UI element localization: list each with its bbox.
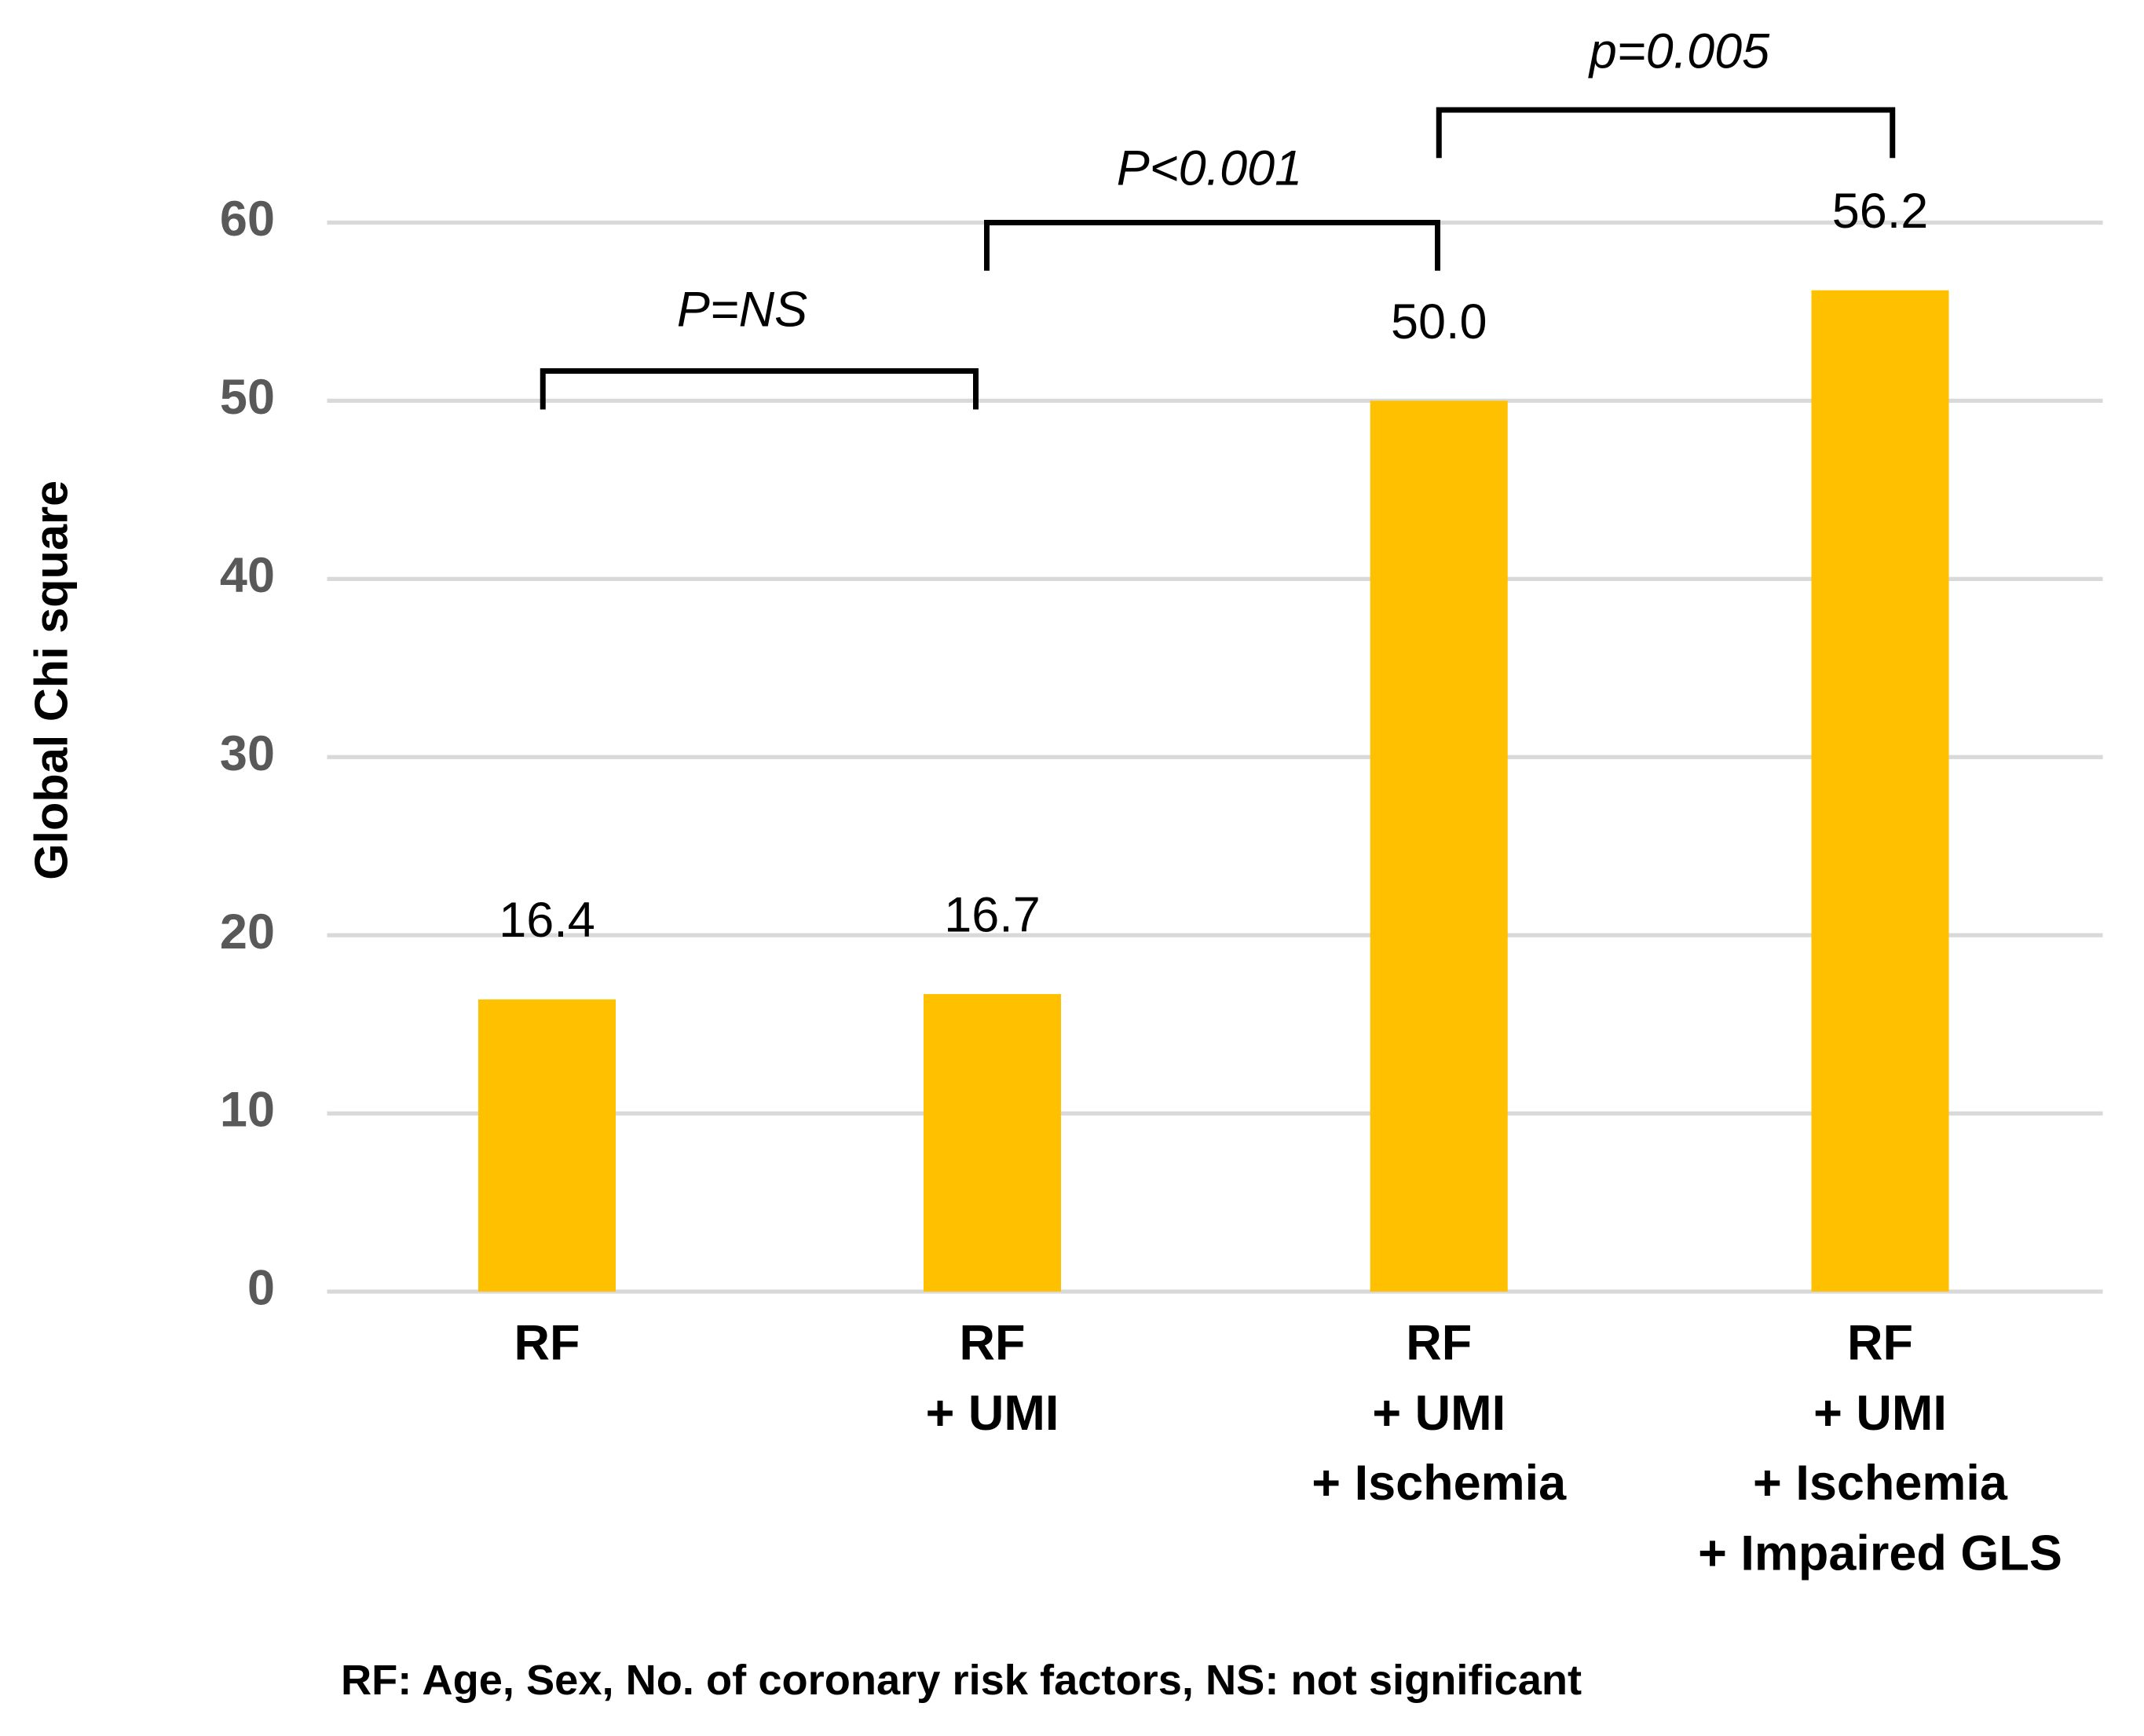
y-tick-label: 40 <box>220 548 275 603</box>
x-tick-label: + UMI <box>926 1386 1059 1441</box>
data-label: 16.4 <box>499 893 595 948</box>
y-tick-label: 60 <box>220 192 275 247</box>
x-tick-label: + Ischemia <box>1753 1456 2008 1511</box>
bracket <box>984 219 1440 271</box>
y-tick-label: 20 <box>220 905 275 959</box>
x-tick-label: RF <box>1847 1316 1913 1371</box>
y-axis-label: Global Chi square <box>25 481 78 880</box>
x-tick-label: RF <box>1406 1316 1472 1371</box>
x-tick-label: + Impaired GLS <box>1698 1526 2062 1581</box>
y-tick-label: 50 <box>220 370 275 425</box>
x-tick-label: RF <box>960 1316 1026 1371</box>
x-tick-label: + Ischemia <box>1312 1456 1567 1511</box>
x-tick-label: RF <box>514 1316 580 1371</box>
y-tick-label: 30 <box>220 726 275 781</box>
x-tick-label: + UMI <box>1372 1386 1506 1441</box>
y-tick-label: 0 <box>247 1261 275 1316</box>
bracket <box>540 367 979 410</box>
bracket <box>1436 107 1896 159</box>
y-tick-label: 10 <box>220 1083 275 1138</box>
annotation: P=NS <box>677 283 807 338</box>
bar <box>1370 400 1508 1292</box>
x-tick-label: + UMI <box>1813 1386 1947 1441</box>
bar <box>924 994 1061 1292</box>
annotation: p=0.005 <box>1588 24 1770 79</box>
data-label: 50.0 <box>1391 294 1487 349</box>
footnote: RF: Age, Sex, No. of coronary risk facto… <box>341 1657 1582 1704</box>
data-label: 56.2 <box>1832 184 1929 239</box>
data-label: 16.7 <box>944 887 1041 942</box>
bar <box>1811 290 1949 1292</box>
bar <box>478 999 616 1292</box>
annotation: P<0.001 <box>1117 141 1302 196</box>
